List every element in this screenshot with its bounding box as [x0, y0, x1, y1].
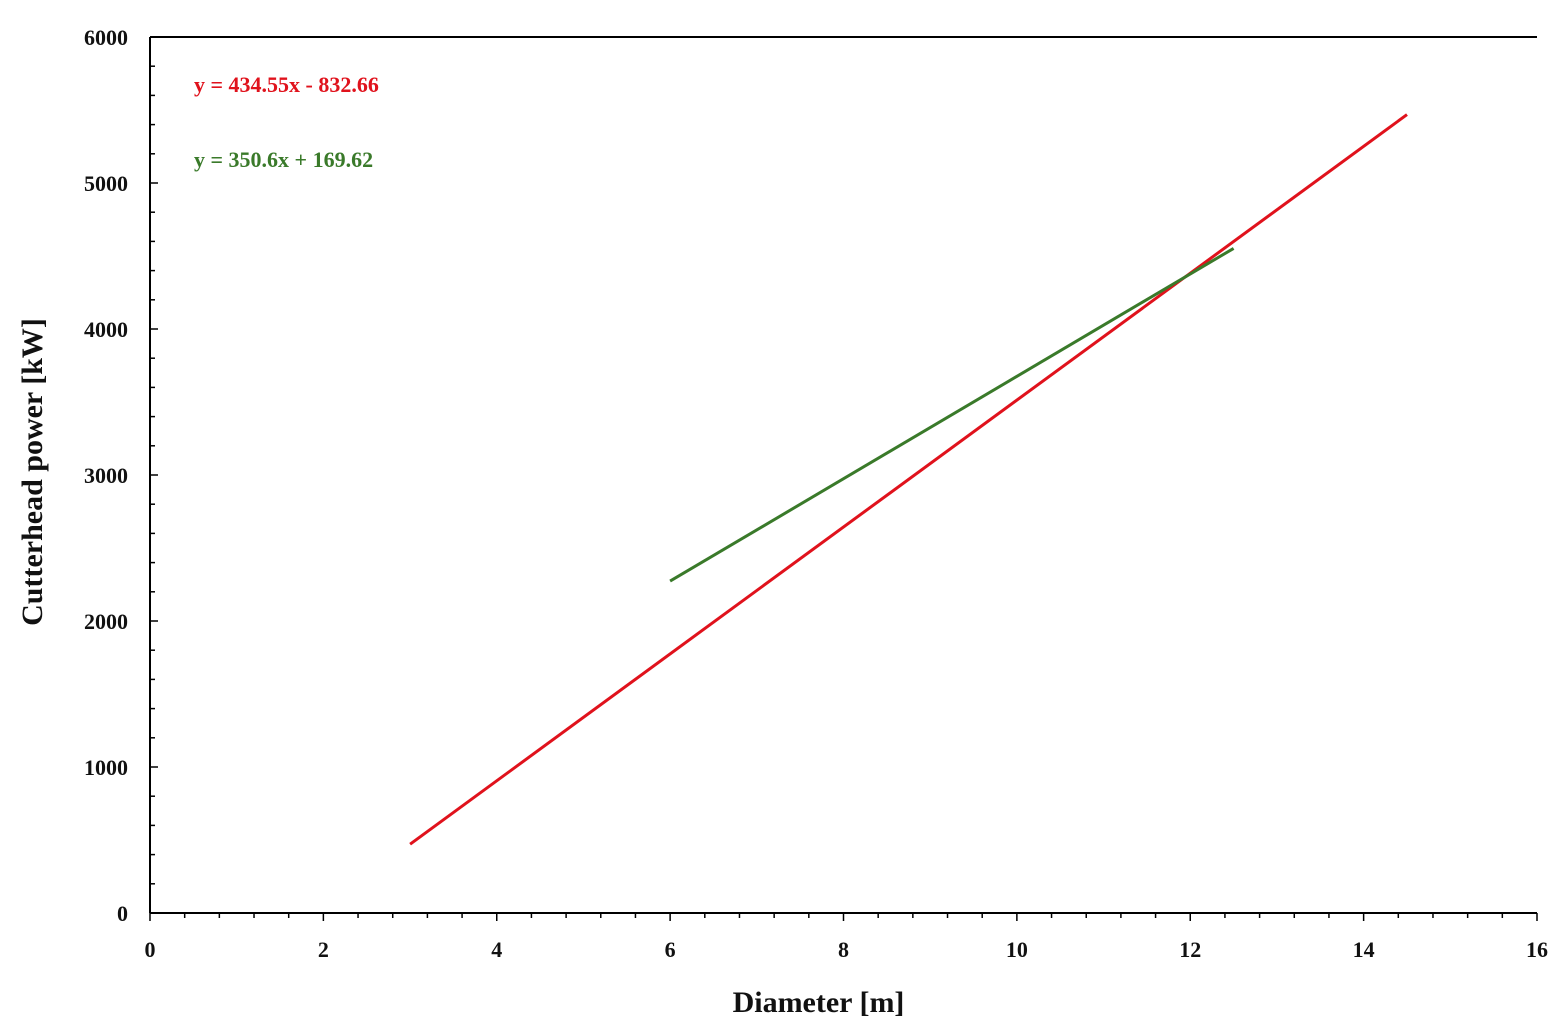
y-tick-label: 6000: [84, 25, 128, 50]
y-tick-label: 5000: [84, 171, 128, 196]
y-tick-label: 3000: [84, 463, 128, 488]
x-tick-label: 10: [1006, 937, 1028, 962]
y-tick-label: 0: [117, 901, 128, 926]
equation-labels: y = 434.55x - 832.66 y = 350.6x + 169.62: [194, 72, 379, 172]
y-tick-label: 4000: [84, 317, 128, 342]
x-tick-label: 0: [145, 937, 156, 962]
x-tick-label: 4: [491, 937, 502, 962]
series-line-2: [669, 247, 1235, 583]
series-group: [409, 113, 1408, 846]
y-axis-title: Cutterhead power [kW]: [16, 318, 49, 626]
x-axis-title: Diameter [m]: [733, 986, 905, 1019]
x-tick-label: 2: [318, 937, 329, 962]
equation-label-1: y = 434.55x - 832.66: [194, 72, 379, 97]
y-axis: 0 1000 2000 3000 4000 5000 6000: [84, 25, 158, 926]
x-tick-label: 16: [1526, 937, 1548, 962]
x-tick-label: 14: [1353, 937, 1375, 962]
x-tick-label: 6: [665, 937, 676, 962]
x-axis: 0 2 4 6 8 10 12 14 16: [145, 913, 1548, 962]
x-tick-label: 8: [838, 937, 849, 962]
y-tick-label: 1000: [84, 755, 128, 780]
y-tick-label: 2000: [84, 609, 128, 634]
equation-label-2: y = 350.6x + 169.62: [194, 147, 373, 172]
series-line-1: [409, 113, 1408, 846]
x-tick-label: 12: [1179, 937, 1201, 962]
